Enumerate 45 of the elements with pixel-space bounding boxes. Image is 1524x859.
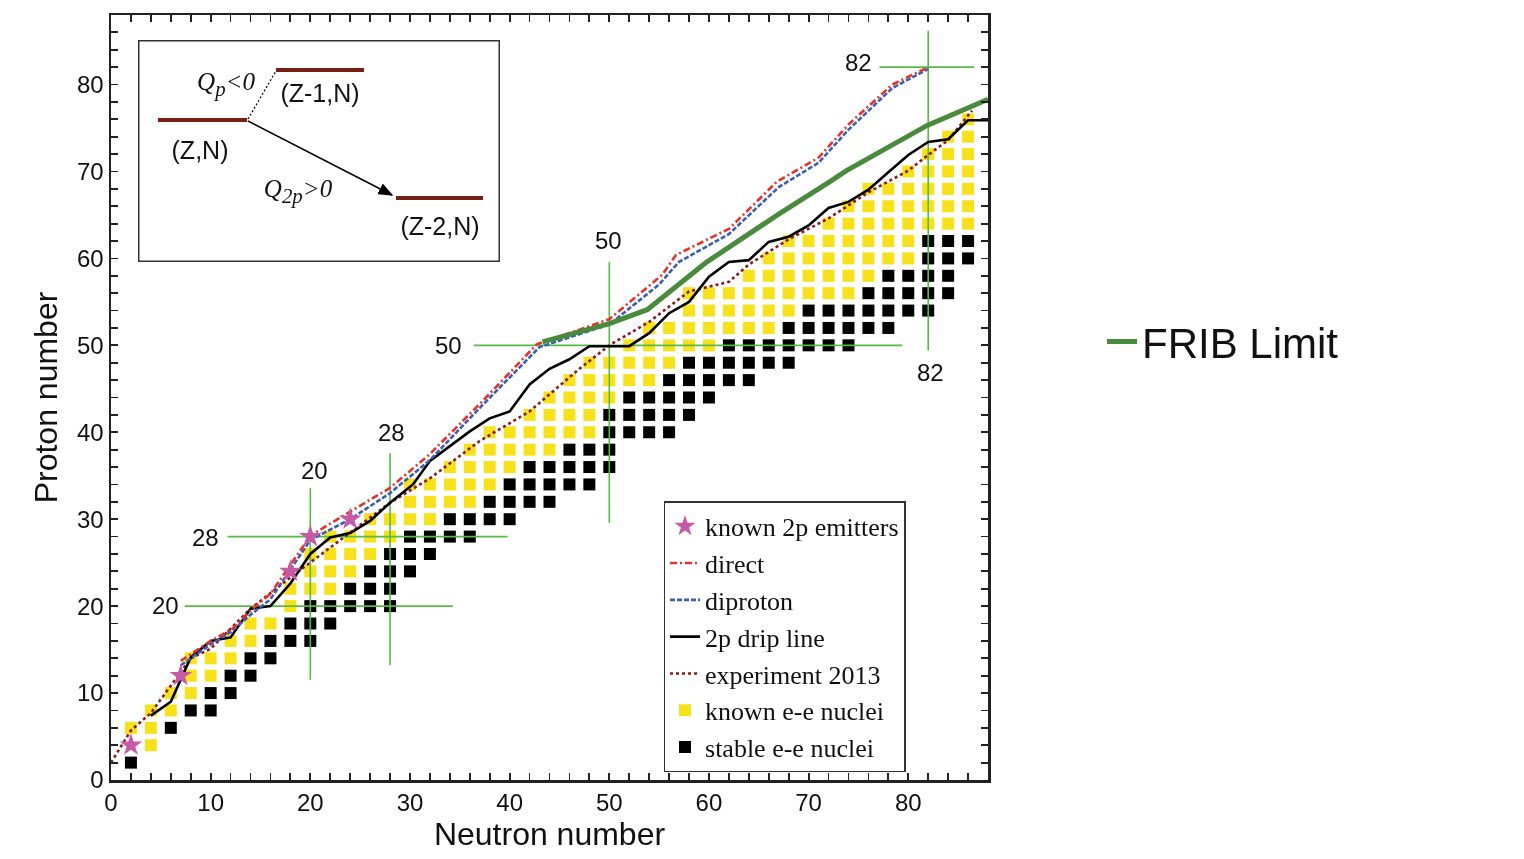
- x-tick-label: 70: [795, 789, 822, 817]
- annotation: 28: [378, 419, 405, 446]
- point: [119, 733, 143, 755]
- annotation: 28: [192, 524, 219, 551]
- annotation: 82: [917, 359, 944, 386]
- annotation: (Z-2,N): [400, 211, 480, 241]
- annotation: 20: [301, 457, 328, 484]
- y-tick-label: 0: [90, 766, 104, 794]
- y-tick-label: 20: [77, 592, 104, 620]
- annotation: Q$_{2p}$>0: [263, 175, 333, 209]
- y-tick-label: 40: [77, 418, 104, 446]
- annotation: 50: [595, 227, 622, 254]
- point: [279, 559, 302, 581]
- annotation: (Z-1,N): [280, 78, 360, 108]
- annotation: (Z,N): [171, 135, 229, 165]
- legend-label: 2p drip line: [705, 623, 825, 653]
- annotation: 50: [435, 332, 462, 359]
- x-tick-label: 20: [296, 789, 324, 817]
- point: [299, 524, 322, 547]
- x-tick-label: 50: [595, 789, 623, 817]
- y-tick-label: 60: [77, 244, 104, 272]
- y-tick-label: 70: [77, 157, 104, 185]
- legend-label: direct: [705, 550, 765, 580]
- x-tick-label: 80: [894, 789, 922, 817]
- point: [338, 507, 362, 529]
- point: [169, 663, 193, 686]
- annotation: 82: [845, 49, 872, 76]
- legend-label: FRIB Limit: [1142, 319, 1339, 367]
- legend-label: diproton: [705, 586, 794, 616]
- annotation: Q$_{p}$<0: [197, 68, 255, 102]
- x-tick-label: 10: [197, 789, 225, 817]
- y-tick-label: 30: [77, 505, 104, 533]
- y-tick-label: 50: [77, 331, 104, 359]
- annotation: 20: [152, 592, 179, 619]
- x-tick-label: 60: [695, 789, 723, 817]
- legend-label: stable e-e nuclei: [705, 734, 874, 764]
- legend-label: experiment 2013: [705, 660, 881, 690]
- legend-label: known e-e nuclei: [705, 697, 885, 727]
- x-axis-title: Neutron number: [433, 816, 666, 853]
- x-tick-label: 40: [496, 789, 523, 817]
- legend-label: known 2p emitters: [705, 513, 899, 543]
- x-tick-label: 30: [396, 789, 424, 817]
- y-tick-label: 80: [77, 70, 104, 98]
- y-axis-title: Proton number: [28, 291, 65, 504]
- y-tick-label: 10: [77, 679, 104, 707]
